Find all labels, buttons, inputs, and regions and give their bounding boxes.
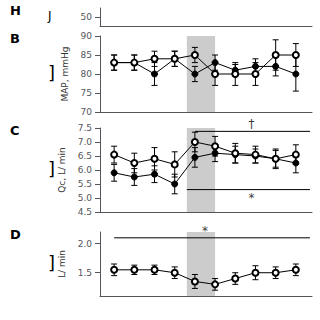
svg-text:H: H <box>10 3 21 18</box>
svg-text:*: * <box>202 224 208 238</box>
svg-text:80: 80 <box>81 69 93 79</box>
svg-text:1.5: 1.5 <box>78 268 92 278</box>
svg-text:50: 50 <box>81 12 93 22</box>
svg-text:B: B <box>10 31 20 46</box>
svg-text:L/ min: L/ min <box>57 250 67 278</box>
svg-text:75: 75 <box>81 88 92 98</box>
svg-text:MAP, mmHg: MAP, mmHg <box>60 46 70 101</box>
svg-text:]: ] <box>48 252 55 273</box>
svg-text:85: 85 <box>81 50 92 60</box>
svg-text:90: 90 <box>81 31 93 41</box>
svg-text:Qc, L/ min: Qc, L/ min <box>57 147 67 193</box>
svg-text:6.5: 6.5 <box>78 151 92 161</box>
svg-text:7.5: 7.5 <box>78 123 92 133</box>
svg-text:†: † <box>248 117 254 131</box>
svg-text:70: 70 <box>81 107 93 117</box>
svg-text:7.0: 7.0 <box>78 137 93 147</box>
svg-text:]: ] <box>48 158 55 179</box>
svg-text:6.0: 6.0 <box>78 165 93 175</box>
svg-text:D: D <box>10 227 21 242</box>
svg-text:5.0: 5.0 <box>78 193 93 203</box>
svg-text:C: C <box>10 123 20 138</box>
svg-text:J: J <box>47 9 52 23</box>
svg-text:5.5: 5.5 <box>78 179 92 189</box>
svg-text:2.0: 2.0 <box>78 239 93 249</box>
svg-text:]: ] <box>48 62 55 83</box>
svg-text:*: * <box>248 191 254 205</box>
svg-text:4.5: 4.5 <box>78 207 92 217</box>
